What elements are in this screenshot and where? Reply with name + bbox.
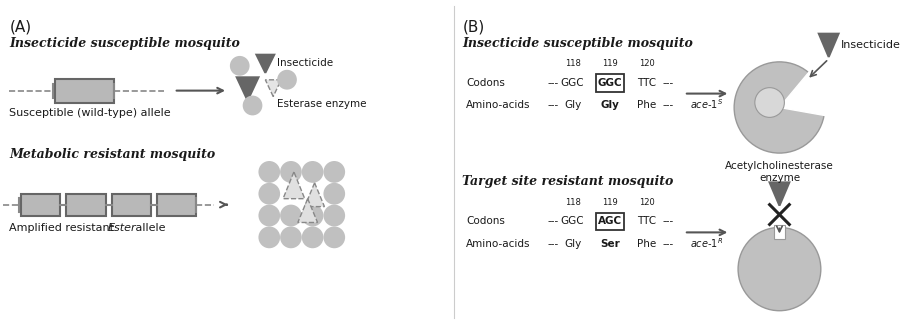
Text: GGC: GGC <box>597 78 622 88</box>
Polygon shape <box>770 182 790 206</box>
Polygon shape <box>256 55 274 73</box>
Circle shape <box>280 161 302 183</box>
Bar <box>21 194 60 215</box>
Text: ---: --- <box>547 216 558 226</box>
Text: 118: 118 <box>565 59 580 68</box>
Polygon shape <box>298 199 318 223</box>
Text: ---: --- <box>547 100 558 110</box>
Text: Insecticide: Insecticide <box>841 40 900 50</box>
Polygon shape <box>237 77 258 100</box>
Text: ---: --- <box>547 78 558 88</box>
Circle shape <box>323 226 345 248</box>
Text: Gly: Gly <box>564 239 581 249</box>
Text: GGC: GGC <box>561 216 585 226</box>
Circle shape <box>734 62 824 153</box>
Text: Amplified resistant: Amplified resistant <box>9 224 118 234</box>
Circle shape <box>755 88 784 117</box>
Text: Ser: Ser <box>600 239 620 249</box>
Text: 119: 119 <box>602 198 618 207</box>
Text: Amino-acids: Amino-acids <box>467 239 531 249</box>
Bar <box>597 213 624 230</box>
Text: ---: --- <box>662 100 673 110</box>
Text: AGC: AGC <box>598 216 622 226</box>
Polygon shape <box>305 183 325 207</box>
Bar <box>55 79 113 102</box>
Text: 120: 120 <box>639 198 654 207</box>
Text: Codons: Codons <box>467 216 505 226</box>
Circle shape <box>280 226 302 248</box>
Circle shape <box>230 56 250 76</box>
Text: ---: --- <box>662 216 673 226</box>
Text: Gly: Gly <box>600 100 619 110</box>
Text: TTC: TTC <box>637 216 656 226</box>
Bar <box>597 74 624 92</box>
Text: ---: --- <box>547 239 558 249</box>
Wedge shape <box>780 71 827 116</box>
Text: (B): (B) <box>462 19 485 34</box>
Text: $ace$-$1^S$: $ace$-$1^S$ <box>690 98 723 111</box>
Text: Metabolic resistant mosquito: Metabolic resistant mosquito <box>9 148 216 161</box>
Circle shape <box>302 161 323 183</box>
Text: Amino-acids: Amino-acids <box>467 100 531 110</box>
Circle shape <box>258 205 280 226</box>
Circle shape <box>738 227 821 311</box>
Circle shape <box>258 161 280 183</box>
Circle shape <box>277 70 296 90</box>
Circle shape <box>242 96 263 115</box>
Circle shape <box>302 226 323 248</box>
Text: Codons: Codons <box>467 78 505 88</box>
Text: (A): (A) <box>9 19 31 34</box>
Circle shape <box>302 205 323 226</box>
Text: Acetylcholinesterase
enzyme: Acetylcholinesterase enzyme <box>725 161 834 183</box>
Circle shape <box>323 183 345 205</box>
Text: ---: --- <box>662 78 673 88</box>
Bar <box>157 194 197 215</box>
Text: Phe: Phe <box>637 239 656 249</box>
Text: Insecticide: Insecticide <box>277 58 333 68</box>
Circle shape <box>280 205 302 226</box>
Circle shape <box>323 205 345 226</box>
Polygon shape <box>283 172 305 199</box>
Polygon shape <box>265 80 281 97</box>
Text: Insecticide susceptible mosquito: Insecticide susceptible mosquito <box>462 37 694 50</box>
Text: 118: 118 <box>565 198 580 207</box>
Text: 119: 119 <box>602 59 618 68</box>
Text: Ester: Ester <box>108 224 136 234</box>
Text: Target site resistant mosquito: Target site resistant mosquito <box>462 175 673 188</box>
Text: 120: 120 <box>639 59 654 68</box>
Text: Insecticide susceptible mosquito: Insecticide susceptible mosquito <box>9 37 240 50</box>
Text: allele: allele <box>133 224 166 234</box>
Text: TTC: TTC <box>637 78 656 88</box>
Text: GGC: GGC <box>561 78 585 88</box>
Circle shape <box>258 183 280 205</box>
Text: $ace$-$1^R$: $ace$-$1^R$ <box>690 236 723 250</box>
Polygon shape <box>819 34 838 57</box>
Text: Phe: Phe <box>637 100 656 110</box>
Circle shape <box>258 226 280 248</box>
Text: Susceptible (wild-type) allele: Susceptible (wild-type) allele <box>9 109 171 119</box>
Bar <box>112 194 151 215</box>
Text: Esterase enzyme: Esterase enzyme <box>277 99 367 110</box>
Circle shape <box>323 161 345 183</box>
Bar <box>773 226 785 239</box>
Text: Gly: Gly <box>564 100 581 110</box>
Text: ---: --- <box>662 239 673 249</box>
Bar <box>67 194 106 215</box>
